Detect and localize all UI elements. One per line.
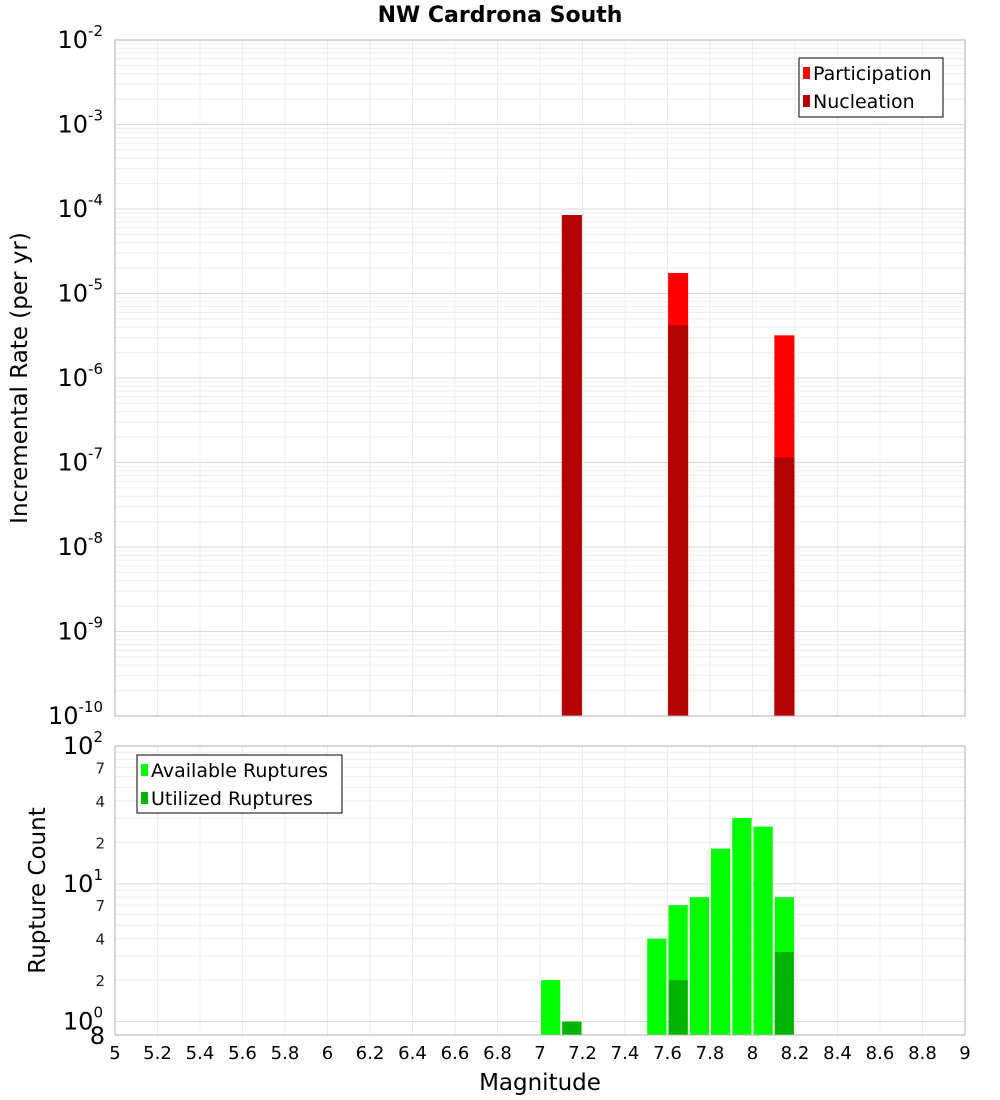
rate-y-tick-label: 10-6 [57, 360, 103, 392]
rate-y-tick-label: 10-9 [57, 614, 103, 646]
x-tick-label: 8.8 [908, 1043, 937, 1064]
count-bar-utilized-2 [774, 952, 794, 1035]
count-bar-utilized-1 [668, 980, 688, 1035]
x-tick-label: 8 [747, 1043, 758, 1064]
x-tick-label: 5.2 [143, 1043, 172, 1064]
x-tick-label: 7.4 [611, 1043, 640, 1064]
rate-y-axis-label: Incremental Rate (per yr) [7, 232, 33, 524]
x-tick-label: 7 [534, 1043, 545, 1064]
count-bar-available-7 [753, 826, 773, 1035]
count-y-minor-label: 4 [95, 793, 105, 811]
count-bar-available-6 [732, 818, 752, 1035]
rate-y-tick-label: 10-8 [57, 529, 103, 561]
x-tick-label: 5 [109, 1043, 120, 1064]
x-tick-label: 6.4 [398, 1043, 427, 1064]
count-y-decade-label: 101 [63, 866, 103, 898]
rate-bar-nucleation-2 [774, 457, 795, 716]
rate-y-tick-label: 10-3 [57, 107, 103, 139]
legend-swatch-nucleation [803, 95, 810, 107]
x-tick-label: 6.8 [483, 1043, 512, 1064]
count-bar-utilized-0 [562, 1021, 582, 1035]
count-y-minor-label: 4 [95, 931, 105, 949]
x-tick-label: 6.2 [356, 1043, 385, 1064]
rate-y-tick-label: 10-2 [57, 22, 103, 54]
chart-title: NW Cardrona South [378, 3, 623, 28]
x-tick-label: 6.6 [441, 1043, 470, 1064]
count-bar-available-4 [689, 897, 709, 1035]
rate-plot: 10-2 10-3 10-4 10-5 10-6 10-7 10-8 10-9 10-10 In… [7, 22, 966, 730]
x-axis-label: Magnitude [479, 1070, 601, 1096]
count-y-axis-label: Rupture Count [25, 807, 51, 973]
count-legend: Available Ruptures Utilized Ruptures [136, 754, 343, 814]
x-tick-label: 8.6 [866, 1043, 895, 1064]
rate-bar-nucleation-0 [561, 214, 582, 716]
legend-swatch-available [141, 764, 148, 776]
count-bar-available-5 [711, 848, 731, 1035]
x-tick-label: 5.8 [271, 1043, 300, 1064]
rupture-count-plot: 102 101 100 7 4 2 7 4 2 8 5 5.2 5.4 5.6 5.8 6 6.2 6.4 6.6… [25, 728, 971, 1096]
legend-label-participation: Participation [813, 63, 932, 85]
count-y-minor-label: 7 [95, 759, 105, 777]
rate-bar-nucleation-1 [668, 325, 689, 716]
count-y-minor-label: 8 [90, 1022, 105, 1050]
rate-y-tick-label: 10-5 [57, 276, 103, 308]
x-tick-label: 8.2 [781, 1043, 810, 1064]
legend-label-utilized: Utilized Ruptures [151, 788, 313, 810]
x-tick-label: 7.2 [568, 1043, 597, 1064]
x-tick-label: 5.4 [186, 1043, 215, 1064]
count-y-minor-label: 2 [95, 972, 105, 990]
x-tick-label: 8.4 [823, 1043, 852, 1064]
legend-label-nucleation: Nucleation [813, 91, 915, 113]
count-y-minor-label: 7 [95, 897, 105, 915]
rate-y-tick-label: 10-7 [57, 445, 103, 477]
count-y-decade-label: 100 [63, 1004, 103, 1036]
rate-y-tick-label: 10-4 [57, 191, 103, 223]
rate-legend: Participation Nucleation [798, 57, 944, 118]
legend-swatch-utilized [141, 792, 148, 804]
count-y-minor-label: 2 [95, 834, 105, 852]
x-tick-label: 9 [959, 1043, 970, 1064]
x-tick-label: 7.6 [653, 1043, 682, 1064]
count-bar-available-2 [647, 938, 667, 1035]
x-tick-label: 5.6 [228, 1043, 257, 1064]
legend-label-available: Available Ruptures [151, 760, 328, 782]
count-y-decade-label: 102 [63, 728, 103, 760]
x-tick-label: 7.8 [696, 1043, 725, 1064]
legend-swatch-participation [803, 67, 810, 79]
count-bar-available-0 [541, 980, 561, 1035]
x-tick-label: 6 [322, 1043, 333, 1064]
rate-y-tick-label: 10-10 [48, 698, 103, 730]
